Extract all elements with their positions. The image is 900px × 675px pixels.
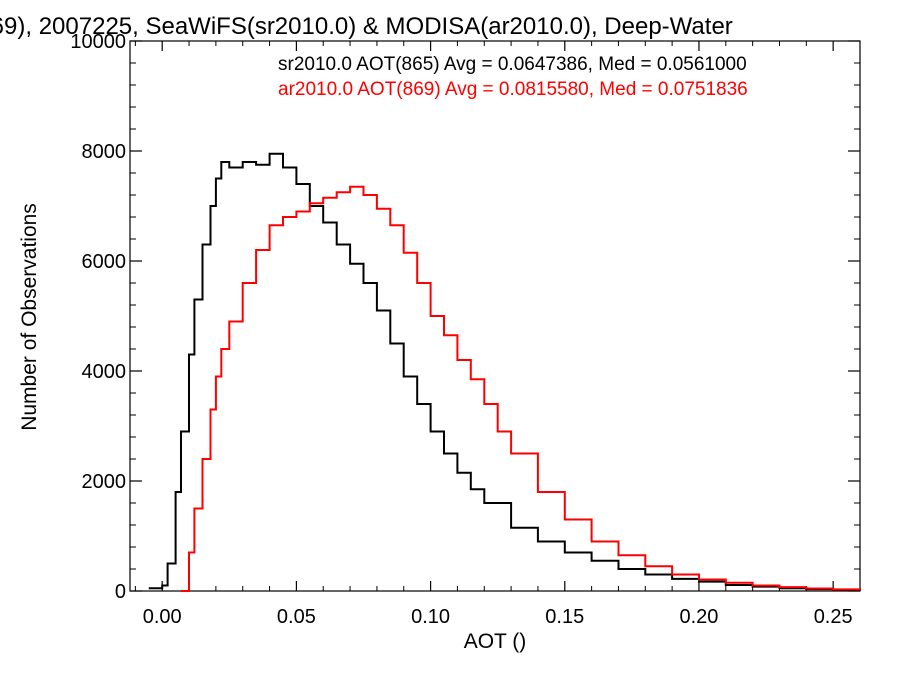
legend-entry-1: sr2010.0 AOT(865) Avg = 0.0647386, Med =… [278,54,747,75]
y-tick-label: 8000 [82,141,127,163]
series-layer [148,152,861,592]
x-tick-label: 0.15 [545,606,584,628]
y-tick-label: 0 [115,581,126,603]
y-tick-label: 6000 [82,251,127,273]
x-tick-label: 0.10 [411,606,450,628]
series-line-1 [148,152,861,591]
x-tick-label: 0.20 [680,606,719,628]
legend: sr2010.0 AOT(865) Avg = 0.0647386, Med =… [278,54,748,100]
y-tick-label: 4000 [82,361,127,383]
axis-ticks: 0.00 0.05 0.10 0.15 0.20 0.25 0 2000 4000 6000 800… [70,31,861,628]
chart-title: AOT(869), 2007225, SeaWiFS(sr2010.0) & M… [0,13,733,40]
x-tick-label: 0.00 [143,606,182,628]
plot-area [129,40,861,592]
y-tick-label: 10000 [70,31,126,53]
x-tick-label: 0.25 [814,606,853,628]
y-axis-title: Number of Observations [18,203,41,431]
plot-frame [129,40,861,592]
x-tick-label: 0.05 [277,606,316,628]
y-tick-label: 2000 [82,471,127,493]
series-line-2 [181,185,861,592]
legend-entry-2: ar2010.0 AOT(869) Avg = 0.0815580, Med =… [278,79,748,100]
x-axis-title: AOT () [464,630,527,653]
